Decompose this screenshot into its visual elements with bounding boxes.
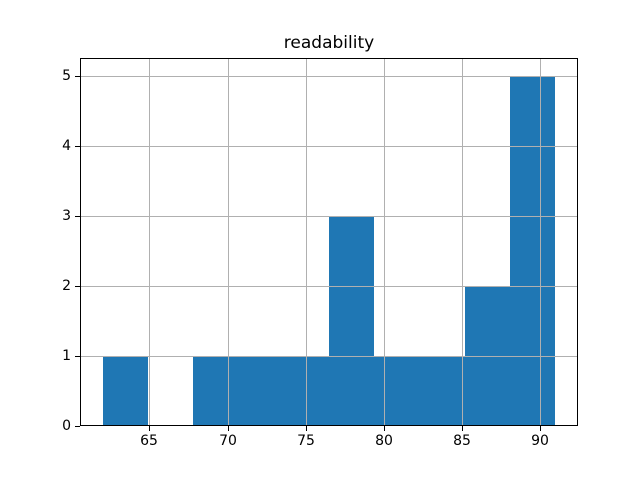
y-tick-label: 4 — [62, 138, 71, 154]
x-tick-mark-90 — [540, 426, 541, 431]
gridline-x-90 — [540, 58, 541, 426]
gridline-y-1 — [80, 356, 578, 357]
histogram-bar — [420, 356, 465, 426]
x-tick-mark-80 — [384, 426, 385, 431]
y-tick-label: 1 — [62, 348, 71, 364]
gridline-x-70 — [228, 58, 229, 426]
plot-area — [80, 58, 578, 426]
gridline-y-3 — [80, 216, 578, 217]
gridline-x-75 — [306, 58, 307, 426]
y-tick-label: 3 — [62, 208, 71, 224]
histogram-bar — [193, 356, 238, 426]
gridline-x-85 — [462, 58, 463, 426]
y-tick-mark-0 — [75, 426, 80, 427]
x-tick-label: 75 — [297, 433, 315, 449]
y-tick-mark-3 — [75, 216, 80, 217]
chart-title: readability — [283, 33, 375, 53]
gridline-y-2 — [80, 286, 578, 287]
gridline-y-5 — [80, 76, 578, 77]
y-tick-mark-2 — [75, 286, 80, 287]
x-tick-mark-65 — [149, 426, 150, 431]
gridline-x-80 — [384, 58, 385, 426]
histogram-bar — [329, 216, 374, 426]
x-tick-label: 70 — [219, 433, 237, 449]
histogram-bar — [510, 76, 555, 426]
y-tick-mark-5 — [75, 76, 80, 77]
x-tick-label: 90 — [531, 433, 549, 449]
histogram-bar — [238, 356, 284, 426]
histogram-bar — [103, 356, 148, 426]
x-tick-mark-75 — [306, 426, 307, 431]
x-tick-label: 85 — [453, 433, 471, 449]
gridline-y-4 — [80, 146, 578, 147]
y-tick-label: 2 — [62, 278, 71, 294]
x-tick-mark-85 — [462, 426, 463, 431]
y-tick-label: 5 — [62, 68, 71, 84]
x-tick-label: 65 — [140, 433, 158, 449]
histogram-bar — [374, 356, 420, 426]
gridline-x-65 — [149, 58, 150, 426]
x-tick-mark-70 — [228, 426, 229, 431]
y-tick-mark-1 — [75, 356, 80, 357]
x-tick-label: 80 — [375, 433, 393, 449]
y-tick-label: 0 — [62, 418, 71, 434]
y-tick-mark-4 — [75, 146, 80, 147]
